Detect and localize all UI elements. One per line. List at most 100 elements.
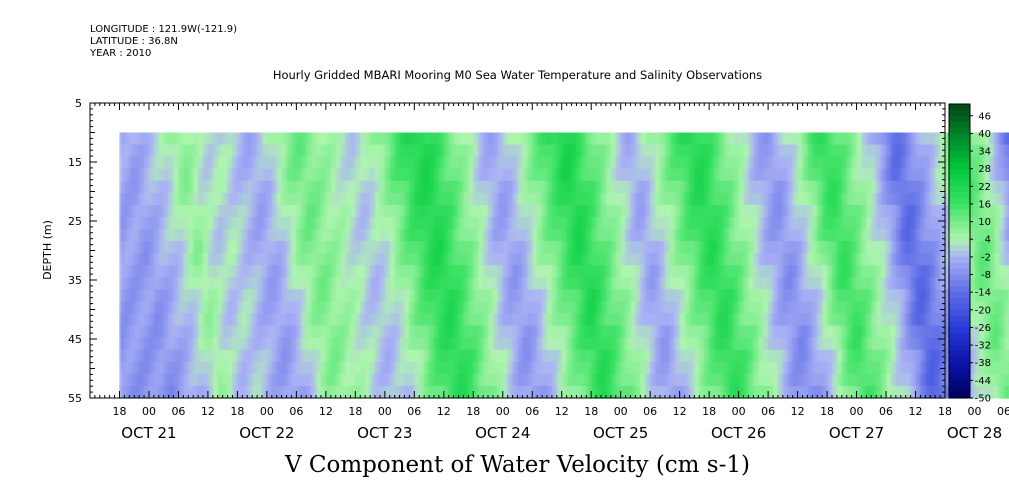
heatmap-cell: [748, 144, 754, 158]
heatmap-cell: [890, 144, 897, 158]
heatmap-cell: [645, 385, 651, 399]
heatmap-cell: [851, 229, 858, 242]
heatmap-cell: [792, 144, 799, 158]
heatmap-cell: [409, 168, 415, 182]
heatmap-cell: [271, 168, 278, 182]
heatmap-cell: [777, 216, 784, 230]
heatmap-cell: [817, 156, 823, 170]
heatmap-cell: [920, 289, 926, 303]
heatmap-cell: [158, 216, 165, 230]
heatmap-cell: [276, 216, 283, 230]
heatmap-cell: [758, 313, 764, 327]
heatmap-cell: [581, 313, 587, 327]
heatmap-cell: [384, 132, 391, 146]
heatmap-cell: [144, 337, 150, 351]
heatmap-cell: [994, 132, 1000, 146]
heatmap-cell: [551, 253, 558, 266]
heatmap-cell: [409, 156, 415, 170]
heatmap-cell: [492, 277, 499, 290]
heatmap-cell: [429, 337, 435, 351]
heatmap-cell: [183, 325, 189, 339]
heatmap-cell: [561, 241, 568, 254]
heatmap-cell: [674, 192, 681, 206]
heatmap-cell: [252, 204, 258, 218]
heatmap-cell: [502, 373, 509, 387]
heatmap-cell: [124, 132, 130, 146]
heatmap-cell: [679, 241, 686, 254]
heatmap-cell: [655, 301, 661, 315]
heatmap-cell: [591, 229, 597, 242]
heatmap-cell: [723, 325, 730, 339]
heatmap-cell: [163, 349, 170, 363]
heatmap-cell: [311, 204, 317, 218]
heatmap-cell: [689, 144, 695, 158]
heatmap-cell: [433, 277, 440, 290]
heatmap-cell: [306, 325, 312, 339]
heatmap-cell: [119, 373, 125, 387]
heatmap-cell: [232, 180, 239, 194]
heatmap-cell: [379, 144, 386, 158]
heatmap-cell: [664, 361, 671, 375]
heatmap-cell: [689, 156, 695, 170]
colorbar-band: [949, 203, 970, 211]
heatmap-cell: [591, 192, 597, 206]
heatmap-cell: [984, 325, 990, 339]
heatmap-cell: [886, 385, 892, 399]
heatmap-cell: [807, 229, 813, 242]
heatmap-cell: [316, 168, 322, 182]
heatmap-cell: [266, 192, 273, 206]
heatmap-cell: [871, 373, 877, 387]
heatmap-cell: [532, 132, 538, 146]
heatmap-cell: [615, 204, 622, 218]
heatmap-cell: [856, 144, 863, 158]
heatmap-cell: [733, 361, 740, 375]
heatmap-cell: [773, 277, 779, 290]
heatmap-cell: [281, 313, 288, 327]
heatmap-cell: [551, 168, 558, 182]
heatmap-cell: [320, 325, 327, 339]
heatmap-cell: [306, 277, 312, 290]
heatmap-cell: [247, 325, 253, 339]
heatmap-cell: [586, 168, 592, 182]
heatmap-cell: [576, 385, 582, 399]
heatmap-cell: [247, 168, 253, 182]
heatmap-cell: [517, 132, 524, 146]
heatmap-cell: [124, 253, 130, 266]
heatmap-cell: [763, 277, 769, 290]
heatmap-cell: [596, 301, 602, 315]
heatmap-cell: [483, 229, 489, 242]
heatmap-cell: [340, 241, 347, 254]
heatmap-cell: [969, 289, 976, 303]
heatmap-cell: [753, 253, 759, 266]
heatmap-cell: [168, 337, 175, 351]
heatmap-cell: [384, 241, 391, 254]
heatmap-cell: [316, 313, 322, 327]
heatmap-cell: [807, 313, 813, 327]
heatmap-cell: [507, 168, 514, 182]
heatmap-cell: [694, 156, 700, 170]
heatmap-cell: [915, 144, 922, 158]
heatmap-cell: [753, 325, 759, 339]
heatmap-cell: [384, 156, 391, 170]
heatmap-cell: [664, 337, 671, 351]
heatmap-cell: [861, 301, 867, 315]
heatmap-cell: [851, 144, 858, 158]
heatmap-cell: [655, 361, 661, 375]
heatmap-cell: [330, 313, 337, 327]
heatmap-cell: [551, 361, 558, 375]
heatmap-cell: [945, 180, 951, 194]
heatmap-cell: [330, 349, 337, 363]
heatmap-cell: [763, 361, 769, 375]
heatmap-cell: [940, 204, 946, 218]
heatmap-cell: [404, 229, 410, 242]
heatmap-cell: [178, 241, 184, 254]
heatmap-cell: [507, 253, 514, 266]
heatmap-cell: [306, 168, 312, 182]
heatmap-cell: [841, 289, 848, 303]
heatmap-cell: [984, 132, 990, 146]
heatmap-cell: [350, 289, 356, 303]
heatmap-cell: [527, 301, 533, 315]
heatmap-cell: [679, 192, 686, 206]
heatmap-cell: [861, 361, 867, 375]
heatmap-cell: [605, 216, 612, 230]
